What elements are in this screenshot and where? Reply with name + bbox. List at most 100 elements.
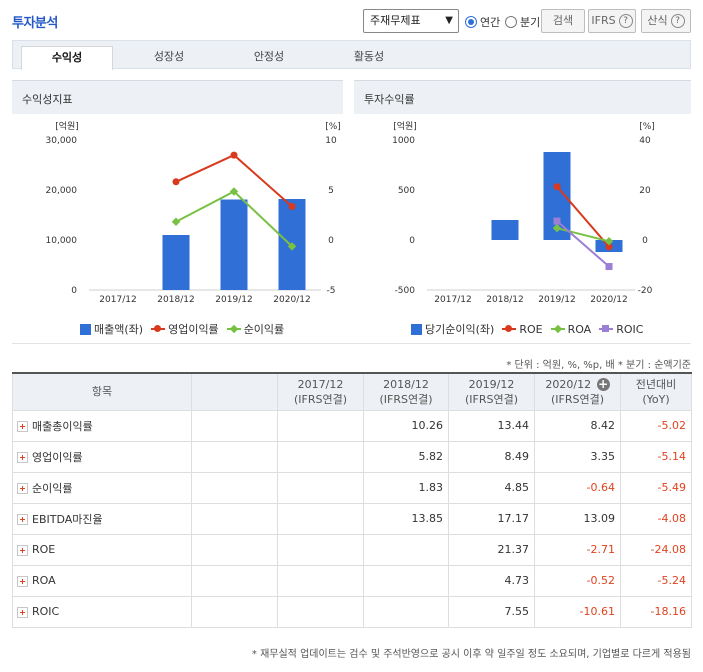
y-right-tick-label: 0 xyxy=(642,236,648,246)
row-label: 영업이익률 xyxy=(32,450,83,464)
ifrs-button-label: IFRS xyxy=(591,14,616,27)
line-square-swatch-icon xyxy=(599,324,614,334)
tab-growth[interactable]: 성장성 xyxy=(153,50,185,63)
table-cell: 21.37 xyxy=(448,533,535,566)
y-right-tick-label: -20 xyxy=(638,286,653,296)
legend-label: ROE xyxy=(519,322,543,336)
table-cell: -4.08 xyxy=(620,502,692,535)
row-label-cell[interactable]: 영업이익률 xyxy=(12,440,192,473)
series-line xyxy=(556,227,610,243)
table-cell xyxy=(363,533,449,566)
table-cell: 5.82 xyxy=(363,440,449,473)
analysis-header: 투자분석 주재무제표 ▼ 연간 분기 검색 IFRS? 산식? xyxy=(0,0,703,38)
row-label: 매출총이익률 xyxy=(32,419,93,433)
x-tick-label: 2017/12 xyxy=(99,295,136,305)
line-circle-swatch-icon xyxy=(151,324,166,334)
search-button[interactable]: 검색 xyxy=(541,9,585,33)
right-panel-header: 투자수익률 xyxy=(354,80,691,114)
row-label-cell[interactable]: ROIC xyxy=(12,595,192,628)
line-point xyxy=(605,243,613,251)
table-cell: 13.44 xyxy=(448,409,535,442)
row-label-cell[interactable]: 매출총이익률 xyxy=(12,409,192,442)
profitability-table: 항목 2017/12 (IFRS연결) 2018/12 (IFRS연결) 2019/… xyxy=(12,372,692,628)
table-row: 순이익률 1.83 4.85 -0.64 -5.49 xyxy=(12,471,692,504)
line-point xyxy=(229,187,239,196)
legend-label: 영업이익률 xyxy=(168,323,219,336)
tab-activity[interactable]: 활동성 xyxy=(353,50,385,63)
row-label: EBITDA마진율 xyxy=(32,512,103,526)
tab-stability[interactable]: 안정성 xyxy=(253,50,285,63)
table-cell: -5.02 xyxy=(620,409,692,442)
table-cell xyxy=(277,409,364,442)
table-cell: 8.42 xyxy=(534,409,621,442)
radio-annual-dot[interactable] xyxy=(465,16,477,28)
table-cell: -0.64 xyxy=(534,471,621,504)
y-left-tick-label: 20,000 xyxy=(46,186,78,196)
line-point xyxy=(553,183,561,191)
legend-item-roe: ROE xyxy=(502,322,543,336)
table-cell: 17.17 xyxy=(448,502,535,535)
add-column-icon[interactable]: + xyxy=(596,377,610,392)
row-label-cell[interactable]: ROA xyxy=(12,564,192,597)
row-label: 순이익률 xyxy=(32,481,73,495)
y-left-tick-label: 30,000 xyxy=(46,136,78,146)
legend-item-roa: ROA xyxy=(550,322,592,336)
table-cell: 3.35 xyxy=(534,440,621,473)
bar-swatch-icon xyxy=(411,323,422,335)
expand-plus-icon[interactable] xyxy=(17,575,28,587)
table-row: ROE 21.37 -2.71 -24.08 xyxy=(12,533,692,566)
row-label-cell[interactable]: ROE xyxy=(12,533,192,566)
radio-annual-label: 연간 xyxy=(480,16,501,29)
table-row: EBITDA마진율 13.85 17.17 13.09 -4.08 xyxy=(12,502,692,535)
line-point xyxy=(288,203,296,210)
investment-return-chart: [억원] [%] 1000 40 500 20 0 0 -500 -20 2017/12 2018/1… xyxy=(392,120,655,305)
table-cell xyxy=(277,471,364,504)
table-row: ROIC 7.55 -10.61 -18.16 xyxy=(12,595,692,628)
table-cell: -5.24 xyxy=(620,564,692,597)
series-line xyxy=(556,220,610,268)
expand-plus-icon[interactable] xyxy=(17,514,28,525)
tab-profitability[interactable]: 수익성 xyxy=(21,46,113,70)
y-right-unit-label: [%] xyxy=(639,122,655,132)
expand-plus-icon[interactable] xyxy=(17,421,28,432)
help-icon: ? xyxy=(618,14,633,28)
line-point xyxy=(171,217,181,226)
table-cell: 13.85 xyxy=(363,502,449,535)
radio-quarter-dot[interactable] xyxy=(505,16,517,28)
x-tick-label: 2019/12 xyxy=(215,295,252,305)
statement-type-select[interactable]: 주재무제표 ▼ xyxy=(363,9,459,33)
row-label-cell[interactable]: 순이익률 xyxy=(12,471,192,504)
column-header-2020: 2020/12 + (IFRS연결) xyxy=(534,372,621,411)
column-header-2019: 2019/12 (IFRS연결) xyxy=(448,372,535,411)
expand-plus-icon[interactable] xyxy=(17,452,28,463)
table-cell: -24.08 xyxy=(620,533,692,566)
expand-plus-icon[interactable] xyxy=(17,544,28,556)
column-header-2017: 2017/12 (IFRS연결) xyxy=(277,372,364,411)
radio-quarter[interactable]: 분기 xyxy=(505,14,540,30)
right-panel-title: 투자수익률 xyxy=(364,93,415,106)
table-cell xyxy=(191,533,278,566)
statement-type-value: 주재무제표 xyxy=(370,14,421,27)
help-icon: ? xyxy=(670,14,685,28)
table-cell: 1.83 xyxy=(363,471,449,504)
line-point xyxy=(230,151,238,159)
y-left-tick-label: 500 xyxy=(398,186,415,196)
expand-plus-icon[interactable] xyxy=(17,483,28,494)
row-label-cell[interactable]: EBITDA마진율 xyxy=(12,502,192,535)
expand-plus-icon[interactable] xyxy=(17,606,28,618)
y-left-tick-label: 1000 xyxy=(392,136,415,146)
legend-label: ROA xyxy=(567,322,592,336)
table-cell: 13.09 xyxy=(534,502,621,535)
footnote: * 재무실적 업데이트는 검수 및 주석반영으로 공시 이후 약 일주일 정도 … xyxy=(251,649,691,660)
y-right-tick-label: 10 xyxy=(325,136,337,146)
section-divider xyxy=(12,343,691,344)
table-cell: -5.49 xyxy=(620,471,692,504)
formula-button[interactable]: 산식? xyxy=(641,9,691,33)
formula-button-label: 산식 xyxy=(647,14,668,27)
table-cell xyxy=(277,533,364,566)
line-point xyxy=(605,263,613,271)
table-row: 영업이익률 5.82 8.49 3.35 -5.14 xyxy=(12,440,692,473)
ifrs-button[interactable]: IFRS? xyxy=(588,9,636,33)
column-header-item: 항목 xyxy=(12,372,192,411)
radio-annual[interactable]: 연간 xyxy=(465,14,500,30)
